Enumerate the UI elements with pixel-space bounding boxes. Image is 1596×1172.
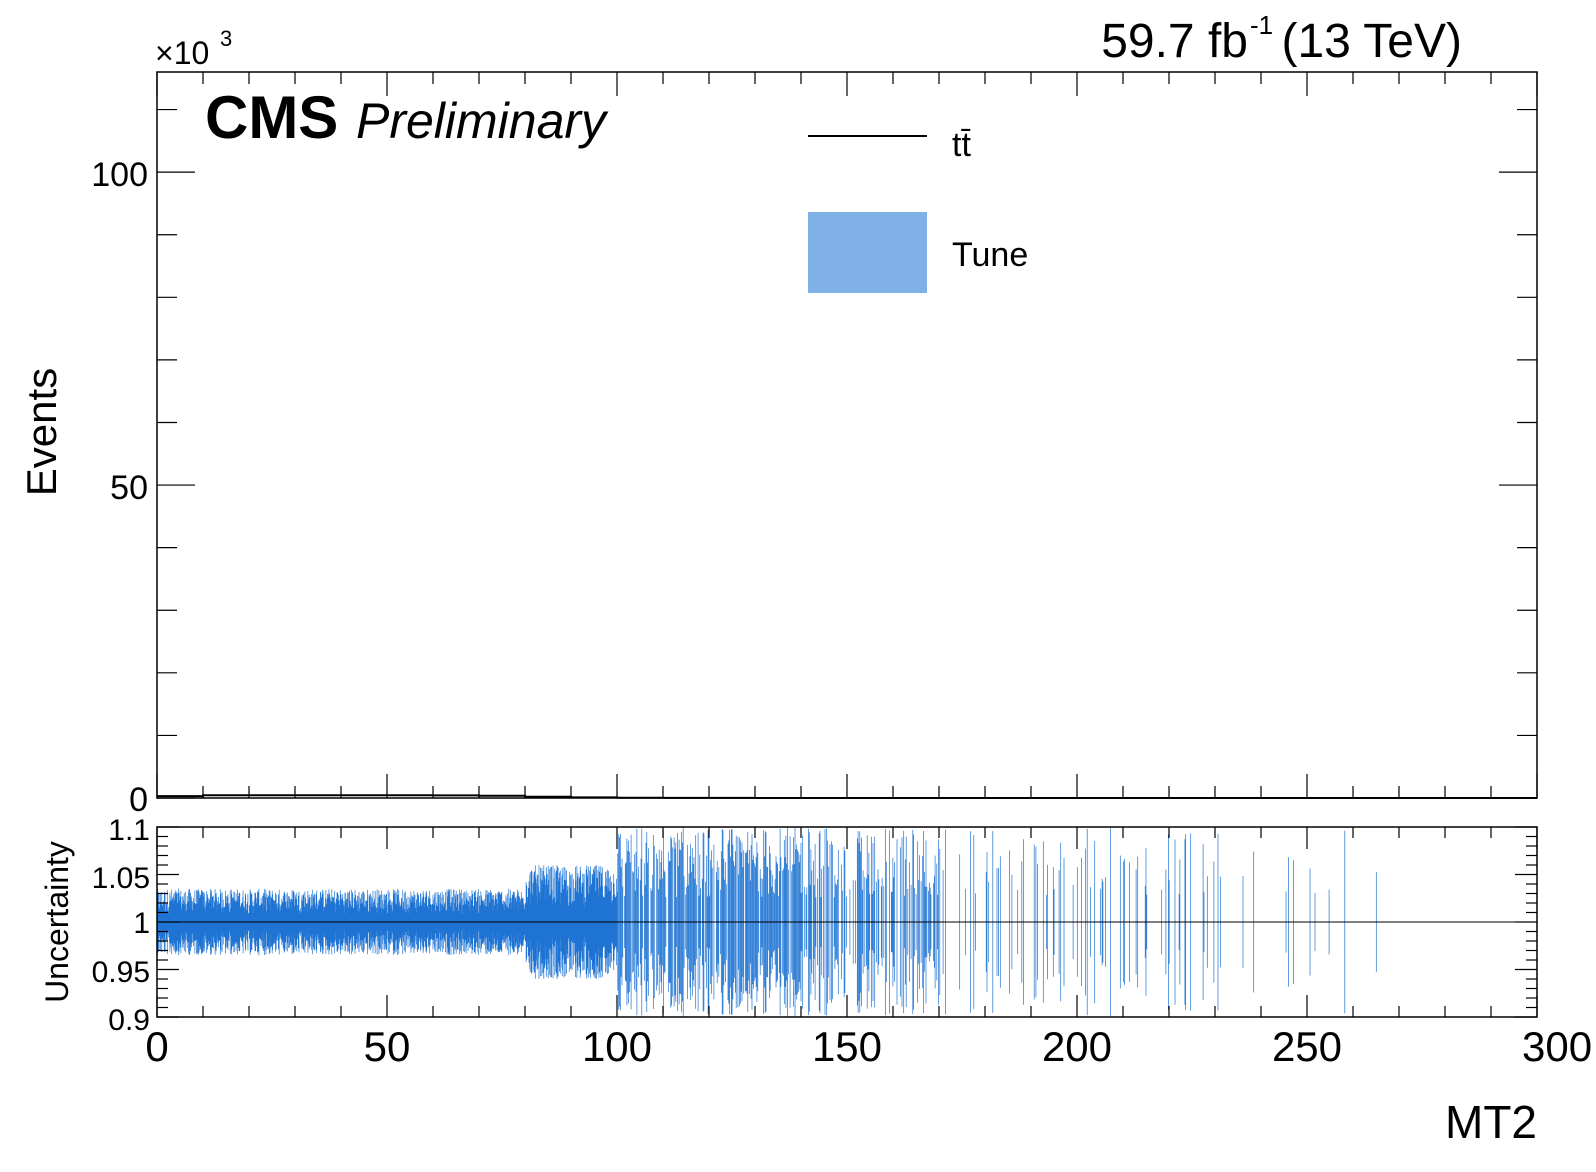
ratio-y-tick-label: 1 <box>133 907 150 940</box>
ratio-y-tick-label: 0.95 <box>92 956 150 989</box>
x-tick-label: 150 <box>812 1023 882 1070</box>
x-tick-label: 100 <box>582 1023 652 1070</box>
preliminary-label: Preliminary <box>356 93 609 149</box>
main-plot-frame <box>156 71 1538 799</box>
x-axis-title: MT2 <box>1445 1096 1537 1148</box>
main-series-layer <box>157 794 1537 799</box>
main-y-axis-title: Events <box>18 368 65 496</box>
ratio-y-tick-label: 1.05 <box>92 862 150 895</box>
ttbar-series-line <box>157 794 1537 799</box>
ratio-y-tick-label: 1.1 <box>108 814 150 847</box>
legend-fill-swatch <box>808 212 927 293</box>
x-tick-label: 250 <box>1272 1023 1342 1070</box>
y-multiplier-exponent: 3 <box>220 26 232 51</box>
main-y-tick-label: 100 <box>91 156 148 194</box>
main-axis-ticks <box>156 72 1538 799</box>
ratio-axis-ticks <box>156 826 1538 1018</box>
legend-label-tune: Tune <box>952 236 1028 274</box>
lumi-exponent: -1 <box>1250 10 1273 40</box>
main-y-tick-label: 50 <box>110 469 148 507</box>
main-y-tick-label: 0 <box>129 781 148 819</box>
x-tick-label: 300 <box>1522 1023 1592 1070</box>
legend-label-ttbar: tt̄ <box>952 126 971 164</box>
x-tick-label: 0 <box>145 1023 168 1070</box>
x-tick-label: 50 <box>364 1023 411 1070</box>
ratio-y-tick-label: 0.9 <box>108 1004 150 1037</box>
y-multiplier: ×10 <box>155 35 209 71</box>
cms-label: CMS <box>205 84 338 151</box>
x-tick-label: 200 <box>1042 1023 1112 1070</box>
energy-label: (13 TeV) <box>1281 15 1462 68</box>
lumi-label: 59.7 fb <box>1101 15 1248 68</box>
ratio-y-axis-title: Uncertainty <box>39 841 75 1003</box>
